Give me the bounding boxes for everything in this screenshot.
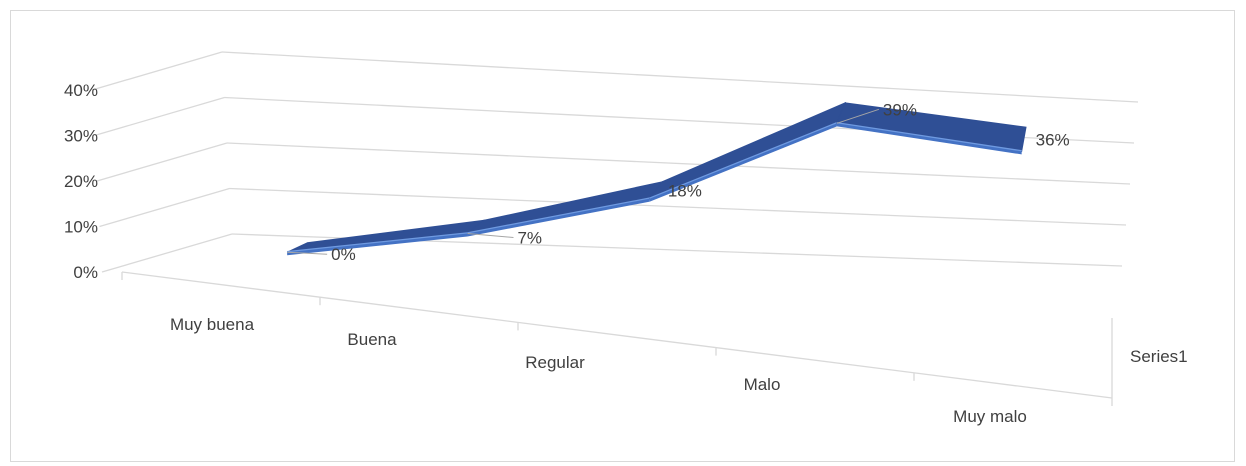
side-gridline: [101, 233, 233, 273]
series-ribbon: [286, 101, 1027, 256]
side-gridline: [96, 142, 228, 182]
side-gridline: [99, 187, 230, 228]
gridline: [226, 142, 1131, 185]
ribbon-side: [836, 123, 1022, 155]
data-label: 36%: [1036, 130, 1070, 149]
leader-line: [287, 251, 328, 255]
side-gridline: [94, 96, 225, 137]
y-tick-label: 30%: [64, 127, 98, 146]
leader-line: [836, 108, 880, 124]
ribbon-side: [467, 198, 650, 237]
data-label: 7%: [517, 228, 542, 247]
data-label: 0%: [331, 245, 356, 264]
y-tick-label: 0%: [73, 263, 98, 282]
data-label: 18%: [668, 182, 702, 201]
chart-area: [10, 10, 1235, 462]
y-tick-label: 10%: [64, 218, 98, 237]
ribbon-side: [287, 233, 468, 256]
series-axis-label: Series1: [1130, 347, 1188, 366]
x-axis-line: [121, 271, 1113, 399]
labels: 0% 10% 20% 30% 40% Muy buena Buena Regular Malo M…: [64, 81, 1188, 426]
x-category-label: Buena: [347, 330, 397, 349]
x-category-label: Muy malo: [953, 407, 1027, 426]
ribbon-side: [649, 123, 837, 202]
x-category-label: Regular: [525, 353, 585, 372]
x-category-label: Muy buena: [170, 315, 255, 334]
ribbon-segment: [467, 181, 664, 234]
y-tick-label: 40%: [64, 81, 98, 100]
gridline: [229, 187, 1127, 226]
x-category-label: Malo: [744, 375, 781, 394]
side-gridline: [91, 51, 223, 91]
axes: [121, 271, 1113, 406]
leader-line: [467, 232, 514, 238]
y-tick-label: 20%: [64, 172, 98, 191]
data-label: 39%: [883, 100, 917, 119]
gridline: [221, 51, 1139, 103]
gridlines: [91, 51, 1139, 273]
